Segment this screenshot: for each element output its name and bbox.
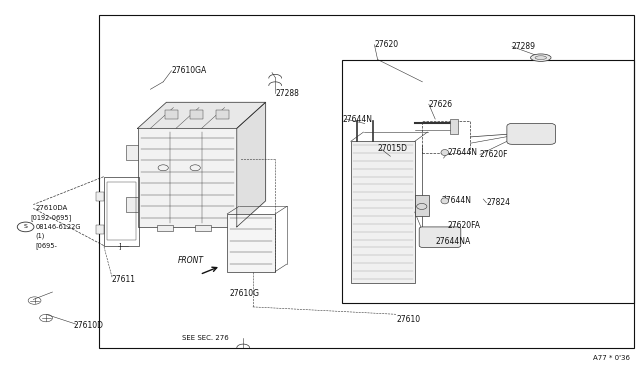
Polygon shape — [138, 102, 266, 128]
Text: 27620F: 27620F — [480, 150, 509, 159]
Text: 27015D: 27015D — [378, 144, 408, 153]
Polygon shape — [237, 102, 266, 227]
Text: 27610D: 27610D — [74, 321, 104, 330]
Text: FRONT: FRONT — [178, 256, 204, 265]
FancyBboxPatch shape — [419, 227, 461, 247]
Text: 27644NA: 27644NA — [435, 237, 470, 246]
Text: 27620: 27620 — [374, 40, 399, 49]
Bar — [126, 197, 138, 212]
FancyBboxPatch shape — [507, 124, 556, 144]
Text: ]: ] — [118, 242, 121, 249]
Text: 27610: 27610 — [397, 315, 421, 324]
Bar — [191, 110, 204, 119]
Bar — [126, 145, 138, 160]
Text: (1): (1) — [35, 233, 45, 240]
Bar — [227, 214, 275, 272]
Bar — [422, 121, 470, 153]
Text: 27824: 27824 — [486, 198, 511, 207]
Text: 27611: 27611 — [112, 275, 136, 283]
Text: 27288: 27288 — [275, 89, 299, 97]
Bar — [195, 225, 211, 231]
Text: 08146-6122G: 08146-6122G — [35, 224, 81, 230]
Text: 27644N: 27644N — [342, 115, 372, 124]
Bar — [342, 60, 634, 303]
Bar — [96, 192, 104, 201]
Ellipse shape — [531, 54, 551, 61]
Bar — [138, 128, 237, 227]
Ellipse shape — [535, 56, 547, 60]
Text: 27610DA: 27610DA — [35, 205, 67, 211]
Bar — [216, 110, 229, 119]
Text: [0192-0695]: [0192-0695] — [31, 214, 72, 221]
Bar — [107, 182, 136, 240]
Text: 27610G: 27610G — [229, 289, 259, 298]
Text: A77 * 0'36: A77 * 0'36 — [593, 355, 630, 361]
Text: S: S — [24, 224, 28, 230]
Bar — [157, 225, 173, 231]
Text: 27620FA: 27620FA — [448, 221, 481, 230]
Text: 27626: 27626 — [429, 100, 453, 109]
Ellipse shape — [441, 198, 449, 204]
Text: 27644N: 27644N — [442, 196, 472, 205]
Text: SEE SEC. 276: SEE SEC. 276 — [182, 335, 229, 341]
Text: 27610GA: 27610GA — [172, 66, 207, 75]
Bar — [99, 15, 634, 348]
Bar — [450, 119, 458, 134]
Text: 27644N: 27644N — [448, 148, 478, 157]
Bar — [104, 177, 139, 246]
Text: [0695-: [0695- — [35, 242, 57, 249]
Bar — [415, 195, 429, 216]
Bar — [96, 225, 104, 234]
Ellipse shape — [441, 150, 449, 155]
Bar — [165, 110, 178, 119]
Bar — [351, 141, 415, 283]
Text: 27289: 27289 — [512, 42, 536, 51]
